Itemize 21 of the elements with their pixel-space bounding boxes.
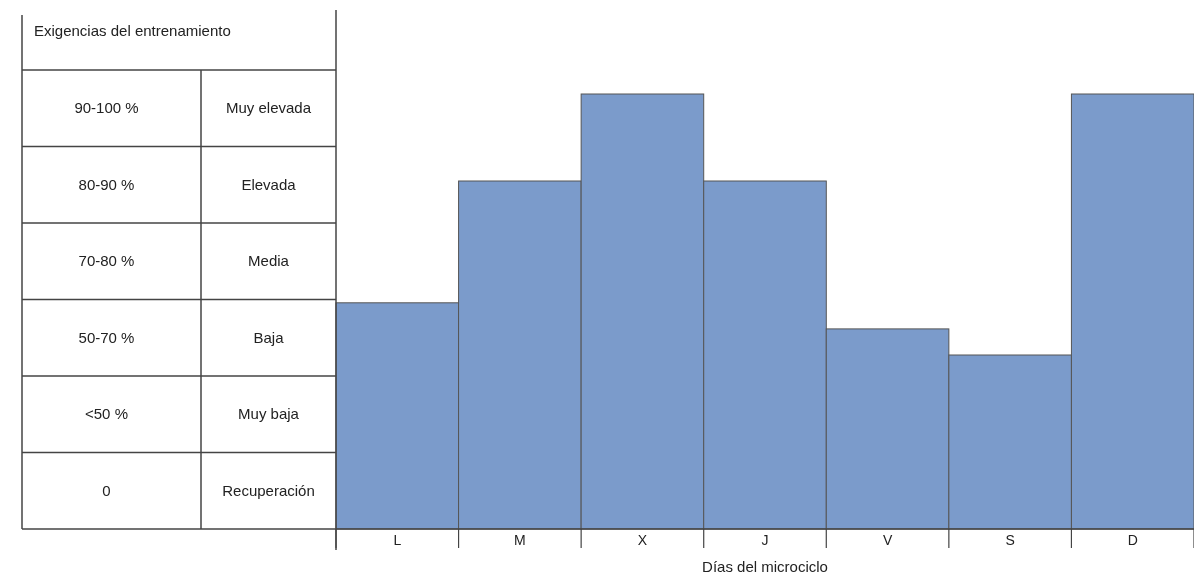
text: 80-90 % bbox=[78, 175, 135, 193]
text: Elevada bbox=[241, 175, 297, 193]
text: Muy baja bbox=[238, 405, 300, 423]
x-tick-label: V bbox=[882, 532, 893, 548]
text: Baja bbox=[253, 328, 285, 346]
x-tick-label: L bbox=[393, 532, 402, 548]
text: <50 % bbox=[85, 405, 128, 423]
text: Media bbox=[248, 252, 290, 270]
text: Recuperación bbox=[222, 481, 315, 499]
x-tick-label: M bbox=[514, 532, 526, 548]
text: Exigencias del entrenamiento bbox=[34, 22, 231, 39]
x-axis-title: Días del microciclo bbox=[702, 558, 828, 575]
x-tick-label: D bbox=[1127, 532, 1138, 548]
text: 0 bbox=[102, 481, 111, 499]
x-tick-label: X bbox=[637, 532, 648, 548]
text: 70-80 % bbox=[78, 252, 135, 270]
text: 50-70 % bbox=[78, 328, 135, 346]
x-tick-label: S bbox=[1005, 532, 1015, 548]
text: 90-100 % bbox=[74, 99, 139, 117]
text: Muy elevada bbox=[225, 99, 312, 117]
x-tick-label: J bbox=[761, 532, 769, 548]
